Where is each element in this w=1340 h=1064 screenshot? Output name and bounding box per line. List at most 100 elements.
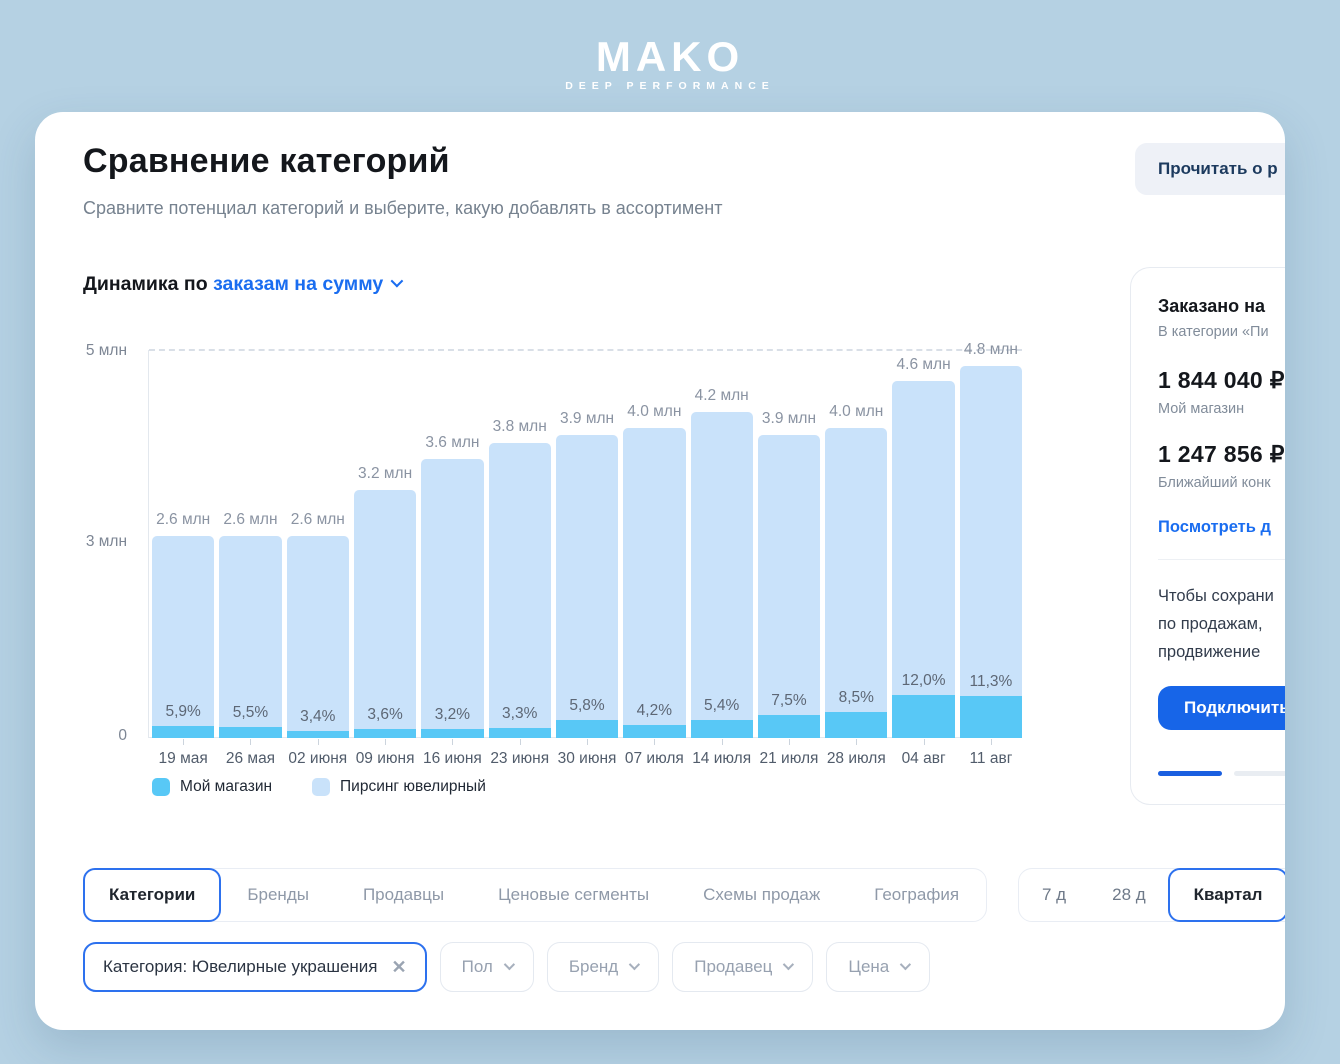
metric-selector[interactable]: заказам на сумму [213,273,384,295]
bar-group[interactable]: 11,3% 4.8 млн [959,341,1023,738]
bar-my-store-segment[interactable] [690,720,753,738]
filter-dropdown-label: Продавец [694,957,773,976]
bar-category-segment[interactable] [623,428,686,738]
x-axis-date: 02 июня [288,739,348,767]
bar-percent-label: 5,8% [569,697,605,714]
x-axis-date: 07 июля [624,739,684,767]
bar-total-label: 3.9 млн [761,410,817,427]
close-icon[interactable]: ✕ [391,956,407,977]
bar-my-store-segment[interactable] [286,731,349,738]
x-axis-date: 19 мая [152,739,214,768]
bar-category-segment[interactable] [219,536,282,738]
bar-total-label: 3.2 млн [358,465,413,482]
bar-total-label: 3.9 млн [559,410,615,427]
bar-group[interactable]: 5,8% 3.9 млн [555,350,619,738]
bar-my-store-segment[interactable] [825,712,888,738]
bar-category-segment[interactable] [892,381,955,738]
bar-category-segment[interactable] [152,536,215,738]
bar-my-store-segment[interactable] [892,695,955,738]
bar-category-segment[interactable] [488,443,551,738]
bar-group[interactable]: 12,0% 4.6 млн [892,350,955,738]
bar-percent-label: 11,3% [969,673,1013,690]
bar-total-label: 3.8 млн [492,418,547,435]
bar-group[interactable]: 3,4% 2.6 млн [286,350,349,738]
bar-percent-label: 3,6% [367,706,403,723]
period-item[interactable]: 28 д [1112,885,1146,904]
bar-percent-label: 5,4% [703,697,740,714]
carousel-page-1[interactable] [1158,771,1222,776]
dropdown-chips: Пол Бренд Продавец Цена [439,942,931,992]
bar-category-segment[interactable] [286,536,349,738]
summary-sidebar-card: Заказано на В категории «Пи 1 844 040 ₽ … [1130,267,1285,805]
bar-my-store-segment[interactable] [353,729,417,738]
bar-category-segment[interactable] [959,366,1023,738]
bar-category-segment[interactable] [825,428,888,738]
bar-group[interactable]: 5,9% 2.6 млн [152,350,215,738]
connect-button[interactable]: Подключить [1158,686,1285,730]
carousel-indicator [1158,771,1285,776]
bar-group[interactable]: 8,5% 4.0 млн [825,350,888,738]
bar-my-store-segment[interactable] [623,725,686,738]
chevron-down-icon [503,958,515,971]
bar-category-segment[interactable] [555,435,619,738]
bar-group[interactable]: 5,5% 2.6 млн [219,350,282,738]
bar-group[interactable]: 3,2% 3.6 млн [421,350,484,738]
bar-my-store-segment[interactable] [152,726,215,738]
tab-selected[interactable]: Категории [83,868,222,922]
read-about-button[interactable]: Прочитать о р [1135,143,1285,195]
brand-tagline: DEEP PERFORMANCE [565,80,775,92]
legend-item[interactable]: Пирсинг ювелирный [312,778,486,796]
bar-group[interactable]: 5,4% 4.2 млн [690,350,753,738]
filter-dropdown-chip[interactable]: Бренд [546,942,660,992]
period-item[interactable]: 7 д [1042,885,1067,904]
filter-dropdown-label: Пол [461,957,493,976]
bar-category-segment[interactable] [421,459,484,738]
tab-item[interactable]: Схемы продаж [703,885,821,904]
period-selected[interactable]: Квартал [1167,868,1285,922]
bar-my-store-segment[interactable] [421,729,484,738]
tab-item[interactable]: Продавцы [362,885,445,904]
bar-category-segment[interactable] [757,435,821,738]
tab-item[interactable]: Ценовые сегменты [498,885,650,904]
view-details-link[interactable]: Посмотреть д [1158,518,1271,536]
bar-total-label: 4.0 млн [627,403,682,420]
filter-dropdown-chip[interactable]: Продавец [672,942,814,992]
promo-text: Чтобы сохрани по продажам, продвижение [1158,587,1274,661]
bar-my-store-segment[interactable] [757,715,821,738]
bar-group[interactable]: 4,2% 4.0 млн [623,350,686,738]
bar-my-store-segment[interactable] [488,728,551,738]
my-store-caption: Мой магазин [1158,401,1245,417]
filter-dropdown-chip[interactable]: Пол [439,942,534,992]
x-axis-date: 26 мая [219,739,281,768]
bar-my-store-segment[interactable] [219,727,282,738]
bar-my-store-segment[interactable] [959,696,1023,738]
legend-swatch-icon [152,778,170,796]
x-axis-dates: 19 мая 26 мая 02 июня 09 июня 16 июня 23 июня… [152,739,1022,768]
active-filter-chip[interactable]: Категория: Ювелирные украшения ✕ [83,942,427,992]
legend-item[interactable]: Мой магазин [152,778,272,796]
bar-total-label: 4.8 млн [963,341,1018,358]
filter-dropdown-chip[interactable]: Цена [826,942,931,992]
bar-my-store-segment[interactable] [555,720,619,738]
bar-percent-label: 5,5% [232,704,269,721]
bar-group[interactable]: 3,6% 3.2 млн [353,350,417,738]
chevron-down-icon [900,958,912,971]
bar-category-segment[interactable] [353,490,417,738]
tab-item[interactable]: Бренды [247,885,309,904]
x-axis-date: 21 июля [759,739,819,767]
chevron-down-icon [390,274,404,288]
bar-category-segment[interactable] [690,412,753,738]
brand-wordmark: MAKO [595,33,745,80]
legend-label: Пирсинг ювелирный [340,778,486,795]
bar-group[interactable]: 7,5% 3.9 млн [757,350,821,738]
tab-item[interactable]: География [874,885,960,904]
carousel-page-2[interactable] [1234,771,1285,776]
x-axis-date: 09 июня [355,739,415,767]
main-card: Сравнение категорий Сравните потенциал к… [35,112,1285,1030]
bar-total-label: 2.6 млн [223,511,278,528]
section-tabs: Категории Бренды Продавцы Ценовые сегменты С… [83,868,988,922]
x-axis-date: 04 авг [892,739,954,768]
x-axis-date: 14 июля [692,739,752,767]
bar-percent-label: 3,2% [434,706,471,723]
bar-group[interactable]: 3,3% 3.8 млн [488,350,551,738]
